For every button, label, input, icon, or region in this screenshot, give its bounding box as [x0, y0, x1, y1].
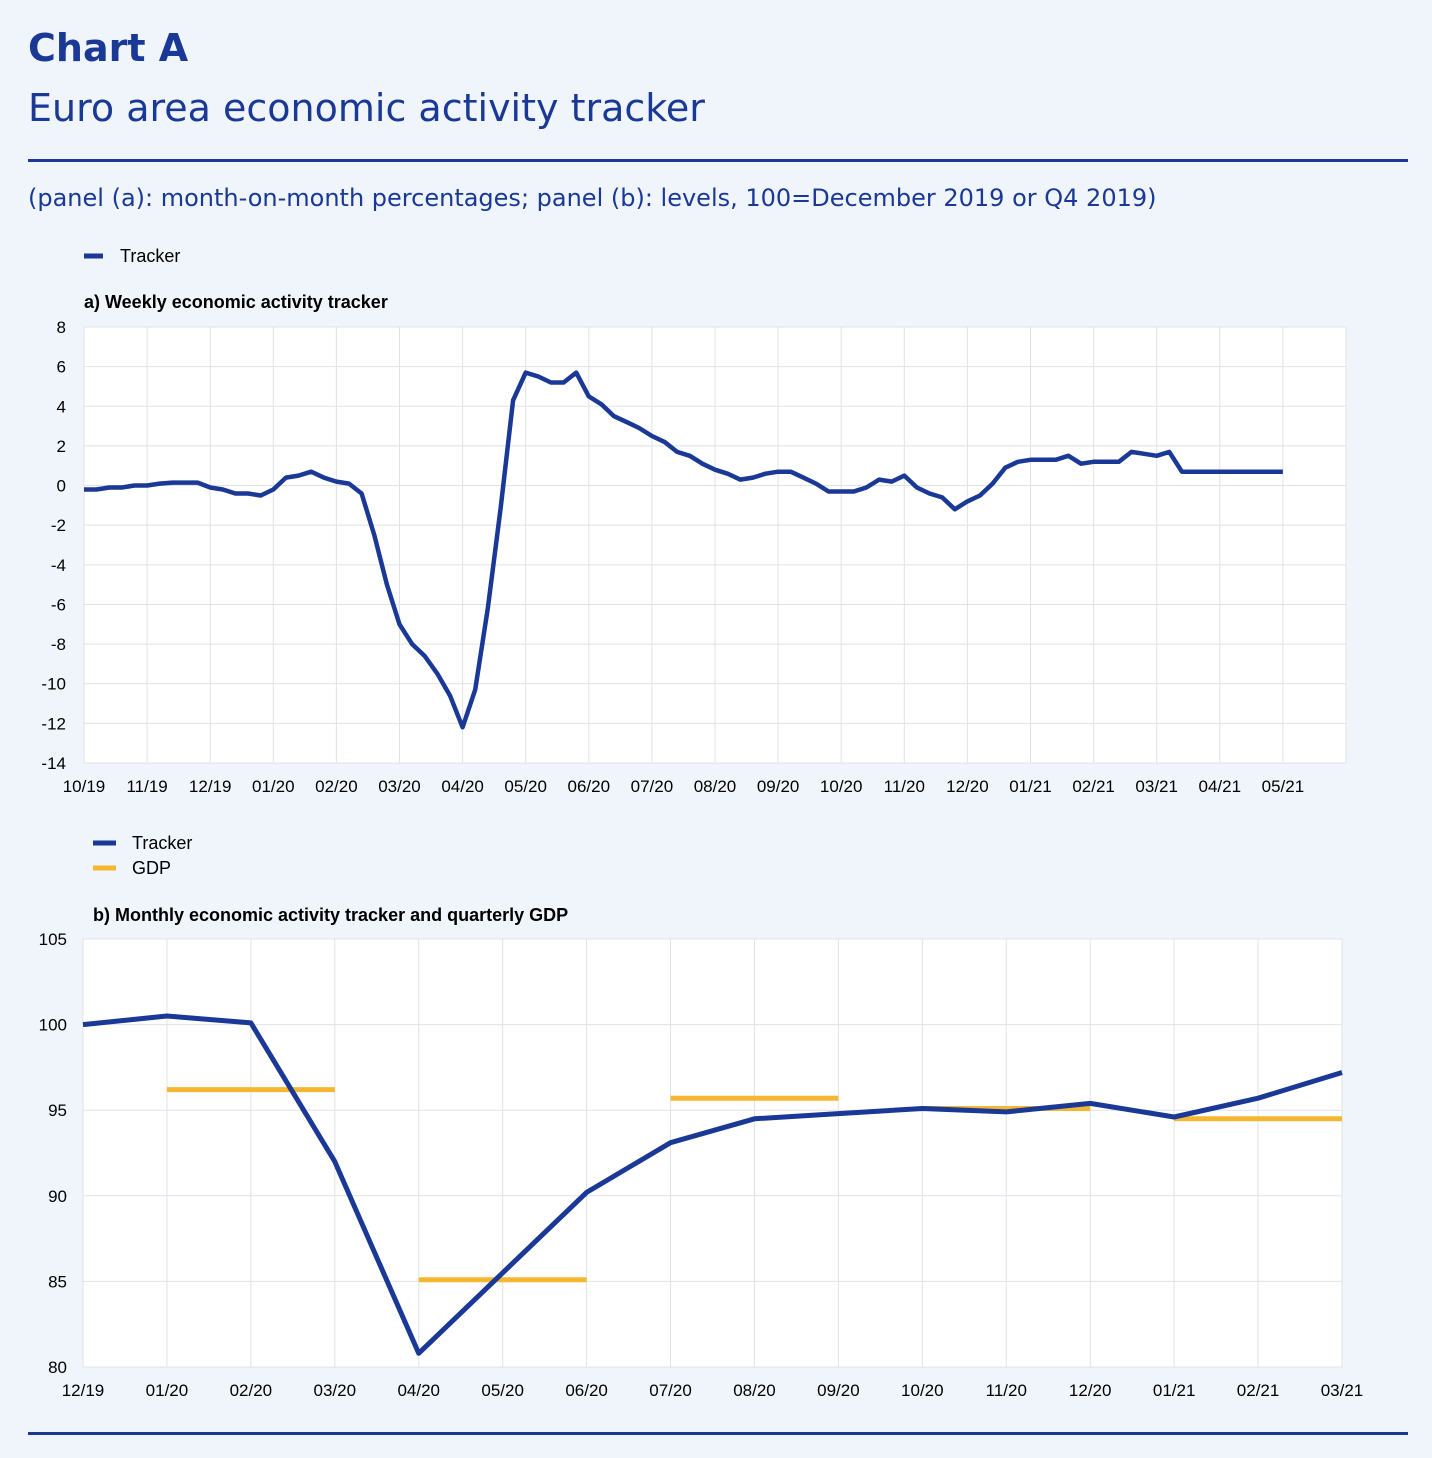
panel-b-xtick-label: 03/20 [314, 1381, 357, 1400]
panel-a-xtick-label: 04/20 [441, 777, 484, 796]
panel-a-xtick-label: 06/20 [568, 777, 611, 796]
panel-a-xtick-label: 03/21 [1135, 777, 1178, 796]
legend-label-tracker: Tracker [120, 246, 180, 266]
panel-a-title: a) Weekly economic activity tracker [84, 292, 388, 312]
panel-a-xtick-label: 10/20 [820, 777, 863, 796]
chart-label: Chart A [28, 26, 189, 70]
panel-a-xtick-label: 01/20 [252, 777, 295, 796]
panel-a-tracker-line [84, 370, 1283, 730]
chart-title: Euro area economic activity tracker [28, 86, 705, 130]
panel-b-xtick-label: 09/20 [817, 1381, 860, 1400]
panel-a-xtick-label: 12/19 [189, 777, 232, 796]
panel-a-plot: 8 6 4 2 0 -2 -4 -6 -8 -10 -12 -14 10/19 11/19 12/19 01/… [41, 318, 1347, 796]
panel-a-xtick-label: 11/19 [126, 777, 167, 796]
panel-a-ytick-label: 4 [57, 397, 66, 416]
panel-a-ytick-label: -6 [51, 595, 66, 614]
top-divider [28, 159, 1408, 162]
panel-a-ytick-label: -10 [41, 675, 66, 694]
panel-a-xtick-label: 03/20 [378, 777, 421, 796]
legend-label-tracker-b: Tracker [132, 833, 192, 853]
panel-b-ytick-label: 90 [48, 1187, 67, 1206]
bottom-divider [28, 1432, 1408, 1435]
panel-a-xtick-label: 07/20 [631, 777, 674, 796]
panel-b-xtick-label: 10/20 [901, 1381, 944, 1400]
panel-a-xtick-label: 04/21 [1199, 777, 1242, 796]
panel-b-ytick-label: 105 [39, 930, 67, 949]
panel-b-xtick-label: 06/20 [565, 1381, 608, 1400]
panel-b-xtick-label: 07/20 [649, 1381, 692, 1400]
chart-subtitle: (panel (a): month-on-month percentages; … [28, 184, 1157, 212]
panel-b-xtick-label: 12/20 [1069, 1381, 1112, 1400]
panel-b-xtick-label: 01/21 [1153, 1381, 1196, 1400]
panel-b-title: b) Monthly economic activity tracker and… [93, 905, 568, 925]
panel-a-ytick-label: -8 [51, 635, 66, 654]
panel-a-ytick-label: 0 [57, 477, 66, 496]
legend-label-gdp: GDP [132, 858, 171, 878]
panel-a-xtick-label: 11/20 [884, 777, 925, 796]
panel-b-xtick-label: 05/20 [481, 1381, 524, 1400]
panel-b-xtick-label: 11/20 [986, 1381, 1027, 1400]
panel-a-ytick-label: -2 [51, 516, 66, 535]
panel-b-xtick-label: 03/21 [1321, 1381, 1364, 1400]
panel-b-legend: Tracker GDP [93, 833, 192, 878]
panel-a-xtick-label: 05/20 [504, 777, 547, 796]
panel-a-ytick-label: 6 [57, 358, 66, 377]
panel-a-xtick-label: 02/21 [1072, 777, 1115, 796]
panel-b-ytick-label: 100 [39, 1016, 67, 1035]
panel-b-xtick-label: 02/20 [230, 1381, 273, 1400]
panel-b-xtick-label: 12/19 [62, 1381, 105, 1400]
panel-a-ytick-label: -14 [41, 754, 66, 773]
panel-b-ytick-label: 85 [48, 1272, 67, 1291]
panel-a-ytick-label: 8 [57, 318, 66, 337]
panel-a-ytick-label: -4 [51, 556, 66, 575]
panel-a-legend: Tracker [84, 246, 180, 266]
panel-a-xtick-label: 01/21 [1009, 777, 1052, 796]
panel-b-xtick-label: 04/20 [397, 1381, 440, 1400]
panel-a-xtick-label: 08/20 [694, 777, 737, 796]
panel-a-xtick-label: 02/20 [315, 777, 358, 796]
panel-b-ytick-label: 80 [48, 1358, 67, 1377]
panel-b-ytick-label: 95 [48, 1101, 67, 1120]
panel-a-ytick-label: 2 [57, 437, 66, 456]
panel-b-plot: 105 100 95 90 85 80 12/19 01/20 02/20 03/20 04/20 0… [39, 930, 1364, 1400]
panel-b-xtick-label: 08/20 [733, 1381, 776, 1400]
panel-b-background [82, 938, 1343, 1368]
panel-b-xtick-label: 02/21 [1237, 1381, 1280, 1400]
panel-a-ytick-label: -12 [41, 714, 66, 733]
panel-a-xtick-label: 05/21 [1262, 777, 1305, 796]
panel-a-xtick-label: 10/19 [63, 777, 106, 796]
panel-b-tracker-line [82, 1013, 1343, 1356]
panel-a-xtick-label: 12/20 [946, 777, 989, 796]
panel-b-xtick-label: 01/20 [146, 1381, 189, 1400]
panel-a-xtick-label: 09/20 [757, 777, 800, 796]
